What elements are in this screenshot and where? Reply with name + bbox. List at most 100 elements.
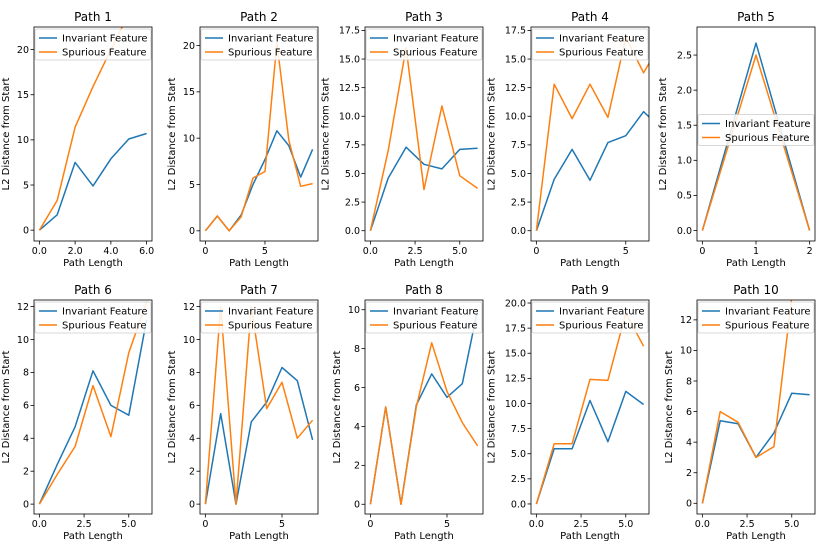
legend: Invariant Feature Spurious Feature [697, 301, 815, 334]
y-axis-label: L2 Distance from Start [487, 350, 498, 463]
subplot-1: Path 1 0.0 2.0 4.0 6.0 0 5 10 15 20 Path Length L2 … [1, 10, 154, 269]
y-tick-label: 2 [189, 467, 195, 478]
y-tick-label: 10 [183, 133, 195, 144]
legend-box [34, 28, 152, 61]
x-tick-label: 0.0 [32, 246, 47, 257]
y-tick-label: 0 [189, 499, 195, 510]
x-axis-label: Path Length [229, 531, 289, 542]
y-tick-label: 1.0 [677, 156, 692, 167]
legend: Invariant Feature Spurious Feature [200, 28, 318, 61]
axes-frame [364, 26, 484, 242]
y-tick-label: 5 [23, 180, 29, 191]
y-tick-label: 0.0 [511, 499, 526, 510]
axes-frame [530, 26, 650, 242]
y-tick-label: 12 [17, 302, 29, 313]
y-tick-label: 0 [354, 500, 360, 511]
legend-box [531, 28, 649, 61]
y-axis-label: L2 Distance from Start [321, 77, 332, 190]
y-tick-label: 6 [23, 401, 29, 412]
subplot-title: Path 8 [405, 283, 443, 297]
y-tick-label: 0 [686, 499, 692, 510]
spurious-feature-line [535, 312, 645, 505]
legend-box [200, 301, 318, 334]
y-tick-label: 8 [189, 368, 195, 379]
legend-label: Spurious Feature [228, 321, 313, 332]
x-tick-label: 5 [444, 519, 450, 530]
x-tick-label: 0 [533, 246, 539, 257]
subplot-title: Path 1 [74, 10, 112, 24]
legend-label: Spurious Feature [559, 321, 644, 332]
invariant-feature-line [204, 130, 314, 232]
y-axis-label: L2 Distance from Start [658, 77, 669, 190]
axes-frame [530, 299, 650, 515]
y-tick-label: 15 [17, 90, 29, 101]
x-tick-label: 5.0 [452, 246, 467, 257]
legend-label: Invariant Feature [559, 307, 645, 318]
x-tick-label: 2 [807, 246, 813, 257]
subplot-title: Path 4 [571, 10, 609, 24]
spurious-feature-line [38, 301, 148, 505]
x-axis-label: Path Length [560, 258, 620, 269]
y-tick-label: 12.5 [339, 83, 360, 94]
y-axis-label: L2 Distance from Start [664, 350, 675, 463]
x-axis-label: Path Length [63, 258, 123, 269]
x-axis-label: Path Length [229, 258, 289, 269]
x-tick-label: 0.0 [32, 519, 47, 530]
y-tick-label: 2 [354, 461, 360, 472]
legend-box [697, 114, 815, 146]
x-tick-label: 5 [279, 519, 285, 530]
y-tick-label: 5.0 [345, 169, 360, 180]
y-axis-label: L2 Distance from Start [1, 77, 12, 190]
spurious-feature-line [701, 300, 793, 504]
subplot-6: Path 6 0.0 2.5 5.0 0 2 4 6 8 10 12 Path Length L2 Di… [1, 283, 153, 542]
y-tick-label: 6 [189, 401, 195, 412]
y-tick-label: 7.5 [511, 424, 526, 435]
legend-label: Spurious Feature [725, 321, 810, 332]
y-tick-label: 2.5 [345, 197, 360, 208]
legend-label: Spurious Feature [725, 133, 810, 144]
subplot-5: Path 5 0 1 2 0.0 0.5 1.0 1.5 2.0 2.5 Path Length L2… [658, 10, 816, 269]
subplot-title: Path 3 [405, 10, 443, 24]
y-tick-label: 0 [23, 499, 29, 510]
y-tick-label: 6 [686, 407, 692, 418]
legend: Invariant Feature Spurious Feature [200, 301, 318, 334]
legend-label: Spurious Feature [62, 321, 147, 332]
y-tick-label: 17.5 [505, 323, 526, 334]
y-tick-label: 5 [189, 180, 195, 191]
legend-label: Invariant Feature [62, 307, 148, 318]
legend: Invariant Feature Spurious Feature [697, 114, 815, 146]
y-tick-label: 5.0 [511, 449, 526, 460]
y-tick-label: 12 [680, 315, 692, 326]
y-tick-label: 5.0 [511, 169, 526, 180]
y-tick-label: 8 [686, 376, 692, 387]
y-tick-label: 0.0 [511, 226, 526, 237]
y-tick-label: 10.0 [505, 112, 526, 123]
y-tick-label: 2.5 [677, 50, 692, 61]
spurious-feature-line [535, 36, 649, 231]
x-axis-label: Path Length [394, 258, 454, 269]
y-tick-label: 20.0 [505, 298, 526, 309]
axes-frame [199, 26, 319, 242]
subplot-9: Path 9 0.0 2.5 5.0 0.0 2.5 5.0 7.5 10.0 12.5 15.0 1… [487, 283, 650, 542]
y-axis-label: L2 Distance from Start [332, 350, 343, 463]
subplot-2: Path 2 0 5 0 5 10 15 20 Path Length L2 Distance f… [167, 10, 319, 269]
y-tick-label: 12.5 [505, 374, 526, 385]
x-tick-label: 0.0 [363, 246, 378, 257]
x-axis-label: Path Length [726, 258, 786, 269]
subplot-10: Path 10 0.0 2.5 5.0 0 2 4 6 8 10 12 Path Length L2 D… [664, 283, 816, 542]
legend-label: Spurious Feature [393, 48, 478, 59]
y-tick-label: 12 [183, 302, 195, 313]
x-tick-label: 5 [623, 246, 629, 257]
legend-box [34, 301, 152, 334]
y-tick-label: 4 [23, 434, 29, 445]
y-tick-label: 2.0 [677, 85, 692, 96]
legend: Invariant Feature Spurious Feature [365, 28, 483, 61]
y-tick-label: 4 [354, 422, 360, 433]
x-tick-label: 0 [367, 519, 373, 530]
axes-frame [33, 26, 153, 242]
y-tick-label: 0.0 [677, 226, 692, 237]
legend-label: Invariant Feature [393, 34, 479, 45]
y-axis-label: L2 Distance from Start [487, 77, 498, 190]
y-tick-label: 15.0 [505, 349, 526, 360]
